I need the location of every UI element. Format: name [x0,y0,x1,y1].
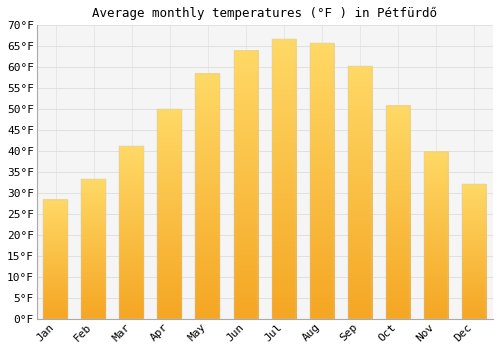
Bar [158,109,182,319]
Bar [348,66,372,319]
Bar [234,51,258,319]
Title: Average monthly temperatures (°F ) in Pétfürdő: Average monthly temperatures (°F ) in Pé… [92,7,438,20]
Bar [386,105,410,319]
Bar [120,146,144,319]
Bar [310,43,334,319]
Bar [272,39,296,319]
Bar [82,179,106,319]
Bar [196,74,220,319]
Bar [424,152,448,319]
Bar [462,184,486,319]
Bar [44,200,68,319]
